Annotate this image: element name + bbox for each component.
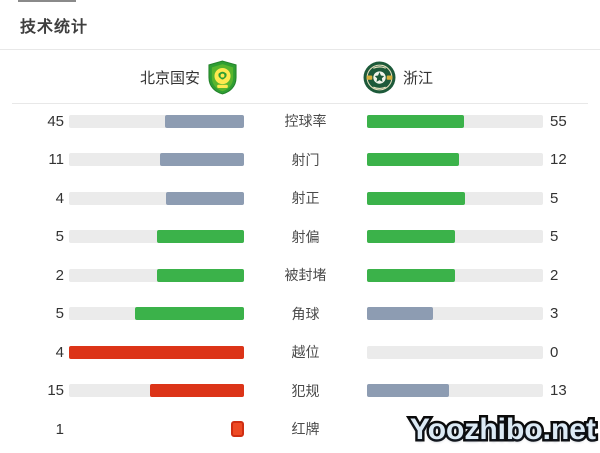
home-stat-value: 4 xyxy=(55,343,64,361)
stat-label: 控球率 xyxy=(284,113,327,130)
away-bar-fill xyxy=(367,114,464,128)
home-stat-bar xyxy=(69,384,244,398)
stat-row: 11 射门 12 xyxy=(0,141,600,180)
home-bar-fill xyxy=(156,268,244,282)
home-bar-fill xyxy=(69,345,244,359)
home-bar-fill xyxy=(160,153,244,167)
away-bar-fill xyxy=(367,268,455,282)
away-stat-bar xyxy=(367,153,543,167)
stat-row: 1 红牌 0 xyxy=(0,410,600,449)
stat-row: 5 射偏 5 xyxy=(0,218,600,257)
red-card-icon xyxy=(231,421,244,438)
home-bar-fill xyxy=(156,230,244,244)
stat-row: 15 犯规 13 xyxy=(0,372,600,411)
home-stat-value: 2 xyxy=(55,266,64,284)
stat-row: 4 射正 5 xyxy=(0,179,600,218)
stat-row: 5 角球 3 xyxy=(0,295,600,334)
away-stat-value: 13 xyxy=(550,382,567,400)
home-stat-value: 45 xyxy=(47,112,64,130)
stat-row: 2 被封堵 2 xyxy=(0,256,600,295)
away-stat-value: 2 xyxy=(550,266,559,284)
away-team-header: 浙江 xyxy=(363,58,433,96)
stat-row: 45 控球率 55 xyxy=(0,102,600,141)
stat-label: 射正 xyxy=(291,190,320,207)
page-title: 技术统计 xyxy=(20,19,89,36)
away-stat-bar xyxy=(367,191,543,205)
home-bar-fill xyxy=(134,307,244,321)
away-stat-bar xyxy=(367,230,543,244)
home-stat-bar xyxy=(69,307,244,321)
home-stat-value: 15 xyxy=(47,382,64,400)
home-stat-bar xyxy=(69,230,244,244)
home-stat-bar xyxy=(69,191,244,205)
away-stat-bar xyxy=(367,345,543,359)
away-team-logo-icon xyxy=(363,61,396,93)
stat-label: 越位 xyxy=(291,344,320,361)
stat-label: 射偏 xyxy=(291,228,320,245)
away-stat-value: 0 xyxy=(550,420,559,438)
stat-label: 红牌 xyxy=(291,421,320,438)
home-stat-value: 1 xyxy=(55,420,64,438)
home-stat-value: 4 xyxy=(55,189,64,207)
home-stat-bar xyxy=(69,114,244,128)
stat-row: 4 越位 0 xyxy=(0,333,600,372)
home-bar-fill xyxy=(150,384,244,398)
stat-label: 犯规 xyxy=(291,382,320,399)
away-team-name: 浙江 xyxy=(403,69,434,87)
away-bar-fill xyxy=(367,307,433,321)
away-stat-value: 0 xyxy=(550,343,559,361)
home-stat-bar xyxy=(69,345,244,359)
stat-label: 被封堵 xyxy=(284,267,327,284)
away-stat-value: 12 xyxy=(550,151,567,169)
away-stat-value: 5 xyxy=(550,189,559,207)
stats-table: 45 控球率 55 11 射门 12 4 射正 5 5 xyxy=(0,102,600,449)
divider xyxy=(12,103,588,104)
divider xyxy=(0,49,600,50)
away-stat-bar xyxy=(367,384,543,398)
home-stat-value: 5 xyxy=(55,305,64,323)
away-stat-bar xyxy=(367,268,543,282)
watermark: Yoozhibo.net xyxy=(407,411,598,449)
away-bar-fill xyxy=(367,191,465,205)
home-stat-value: 11 xyxy=(48,151,64,169)
away-stat-bar xyxy=(367,114,543,128)
away-stat-bar xyxy=(367,307,543,321)
away-bar-fill xyxy=(367,384,449,398)
away-stat-value: 3 xyxy=(550,305,559,323)
home-stat-bar xyxy=(69,421,244,438)
cropped-content-fragment xyxy=(18,0,76,2)
away-stat-value: 55 xyxy=(550,112,567,130)
away-bar-fill xyxy=(367,230,455,244)
home-bar-fill xyxy=(166,191,244,205)
home-team-header: 北京国安 xyxy=(0,58,238,96)
home-stat-bar xyxy=(69,268,244,282)
home-stat-bar xyxy=(69,153,244,167)
away-stat-value: 5 xyxy=(550,228,559,246)
home-bar-fill xyxy=(165,114,244,128)
home-team-name: 北京国安 xyxy=(139,69,200,87)
home-team-logo-icon xyxy=(208,60,237,94)
away-bar-fill xyxy=(367,153,459,167)
stat-label: 射门 xyxy=(291,151,320,168)
stat-label: 角球 xyxy=(291,305,320,322)
home-stat-value: 5 xyxy=(55,228,64,246)
